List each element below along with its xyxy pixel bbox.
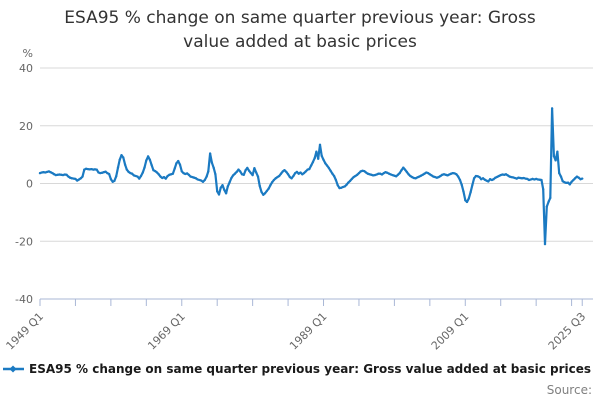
x-axis-tick-label: 1949 Q1 (4, 310, 47, 353)
chart-title: ESA95 % change on same quarter previous … (30, 6, 570, 54)
y-axis-tick-labels: 40 20 0 -20 -40 (15, 62, 33, 306)
source-label: Source: (546, 383, 592, 397)
legend-item[interactable]: ESA95 % change on same quarter previous … (2, 362, 591, 376)
x-axis-tick-label: 2009 Q1 (429, 310, 472, 353)
y-axis-tick-label: 0 (26, 178, 33, 191)
y-axis-tick-label: 40 (19, 62, 33, 75)
chart-title-line2: value added at basic prices (183, 32, 417, 52)
series-markers (38, 107, 584, 246)
x-axis-tick-label: 1989 Q1 (287, 310, 330, 353)
series-path (38, 107, 584, 246)
legend-label: ESA95 % change on same quarter previous … (29, 362, 592, 376)
x-axis-tick-label: 2025 Q3 (546, 310, 589, 353)
legend-line-marker-icon (3, 365, 24, 373)
x-axis-tick-label: 1969 Q1 (145, 310, 188, 353)
legend: ESA95 % change on same quarter previous … (2, 362, 600, 376)
y-axis-tick-label: -20 (15, 235, 33, 248)
x-axis (39, 298, 593, 306)
y-axis-tick-label: 20 (19, 120, 33, 133)
series-line (38, 107, 584, 246)
chart-title-line1: ESA95 % change on same quarter previous … (64, 8, 536, 28)
x-axis-tick-labels: 1949 Q1 1969 Q1 1989 Q1 2009 Q1 2025 Q3 (4, 310, 589, 353)
y-axis-unit-label: % (23, 47, 33, 60)
y-axis-tick-label: -40 (15, 293, 33, 306)
grid-lines (40, 67, 593, 300)
chart-plot-area: % 40 20 0 -20 -40 1949 Q1 1969 Q1 1989 Q1 2009 … (4, 47, 593, 353)
